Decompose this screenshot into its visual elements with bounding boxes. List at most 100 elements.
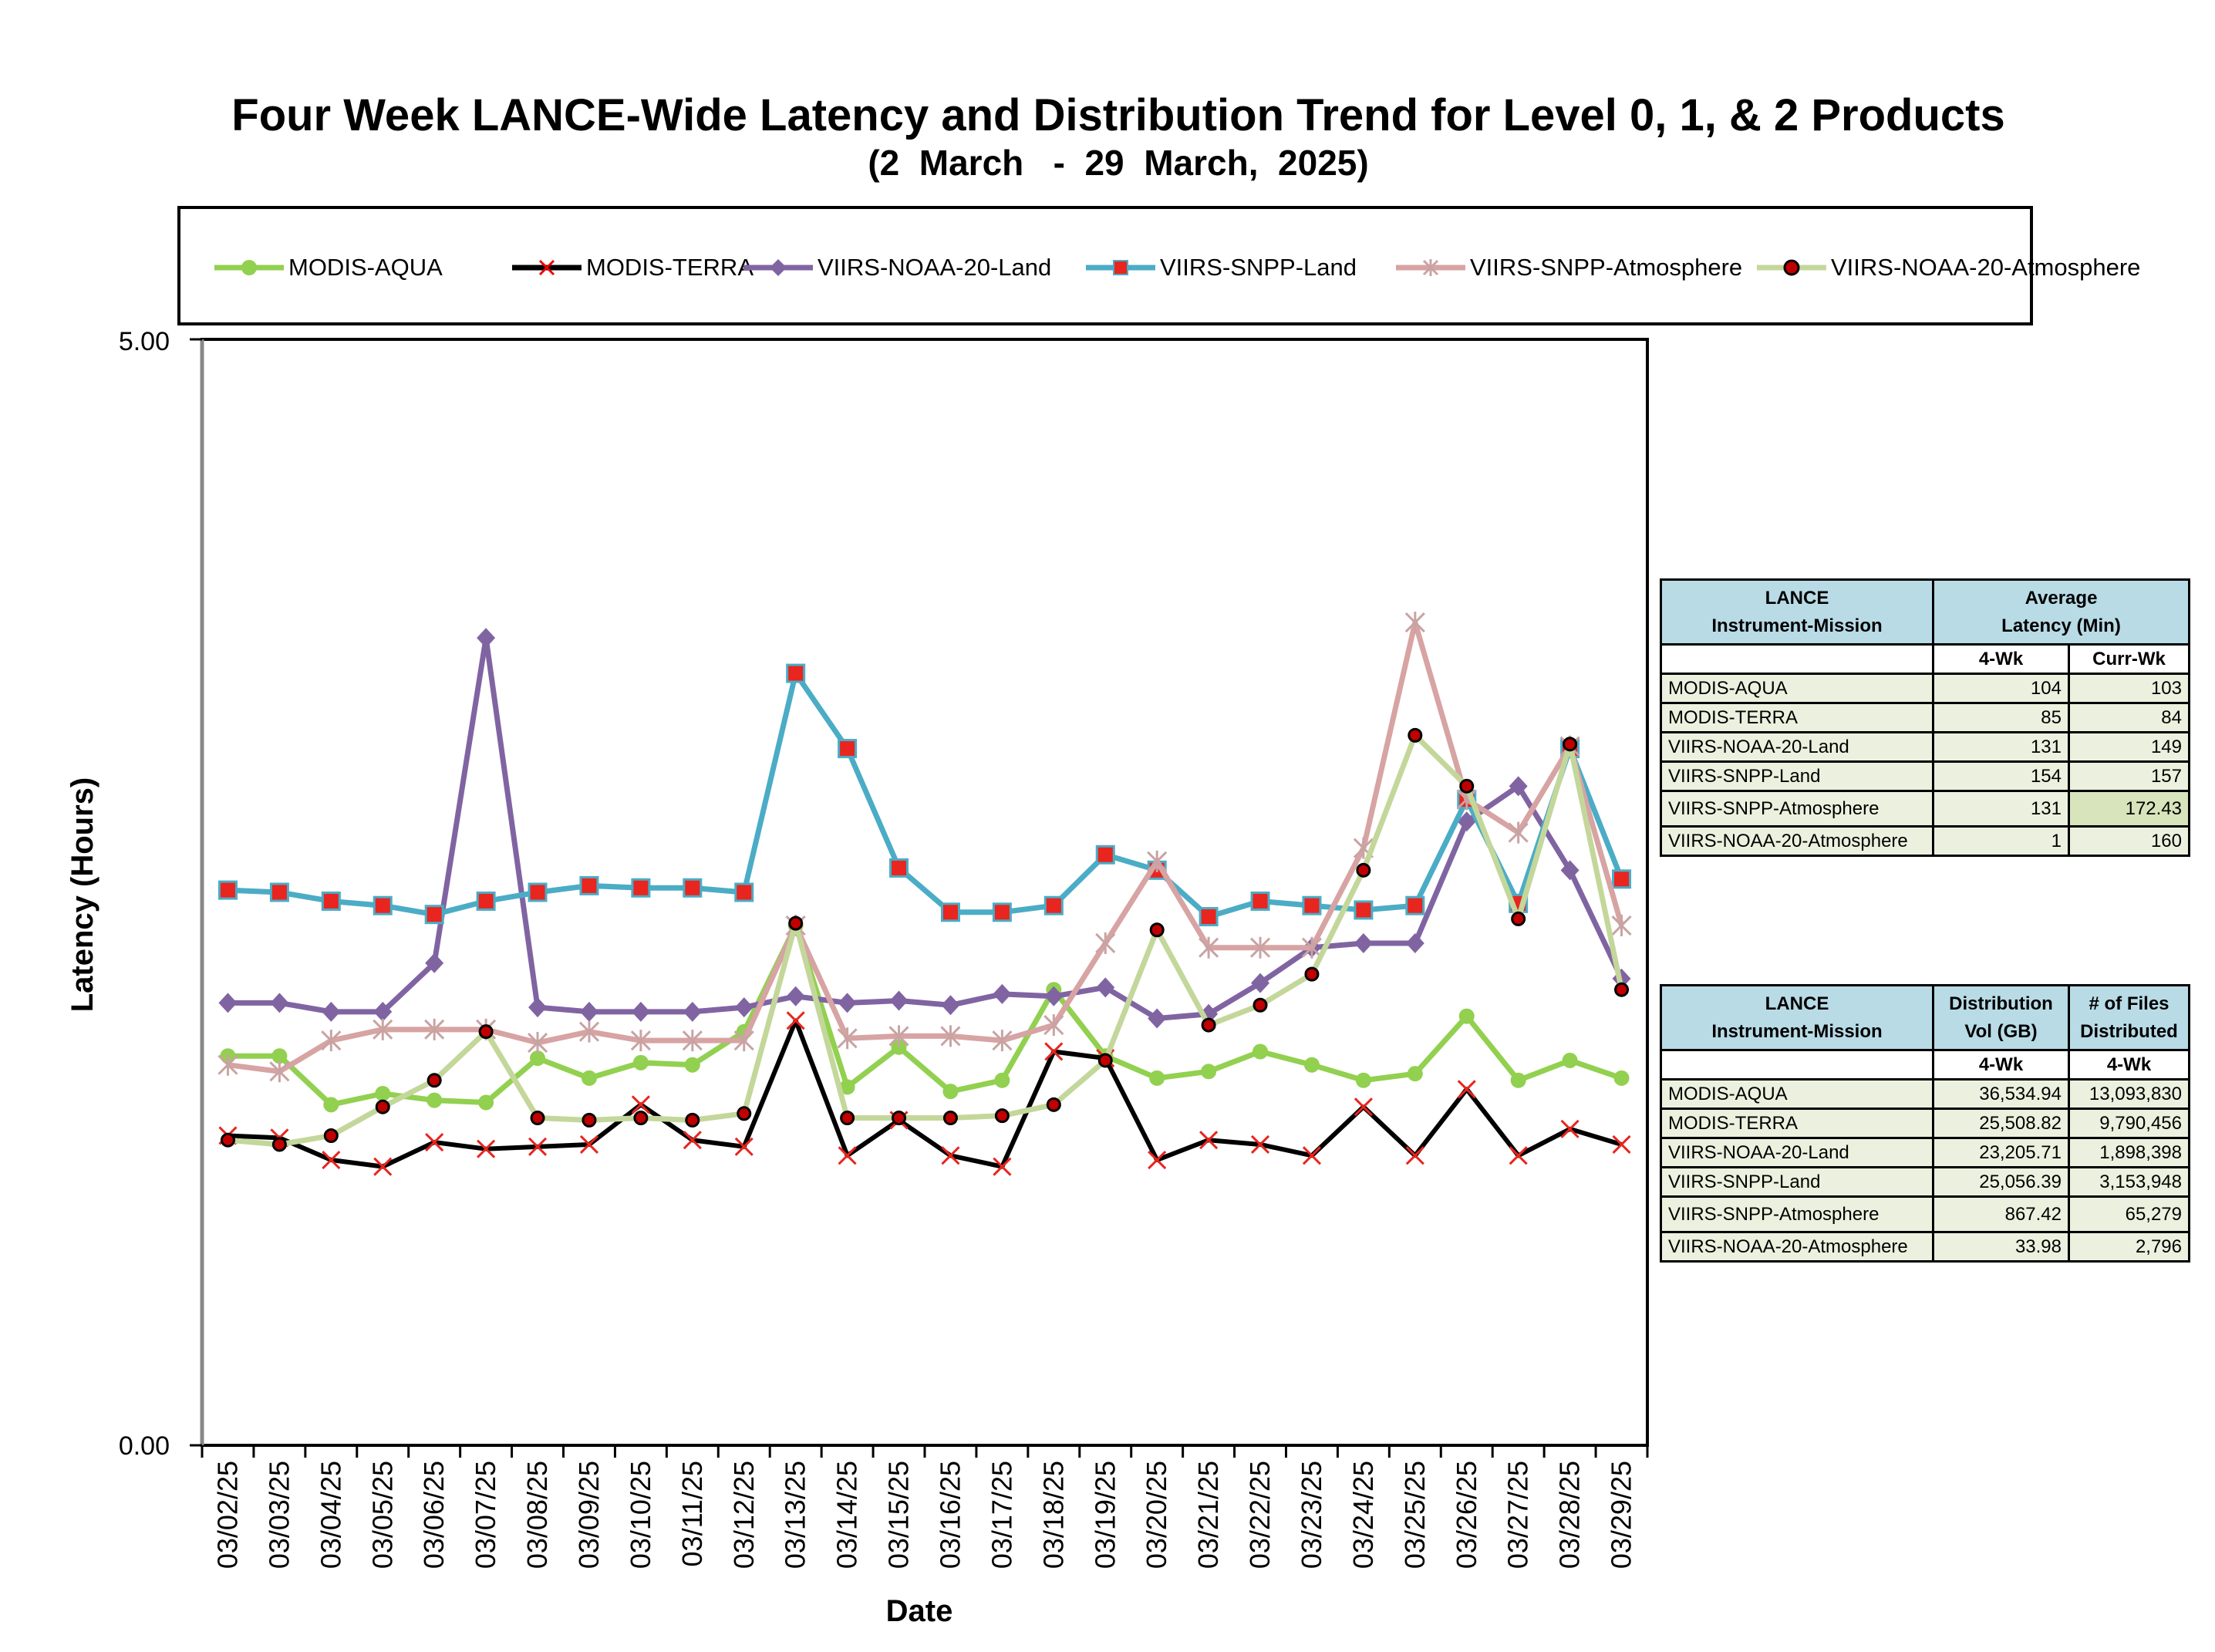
data-point [321,891,341,911]
x-tick-label: 03/05/25 [366,1461,398,1569]
latency-table-sub-currwk: Curr-Wk [2068,643,2190,675]
data-point [323,1128,339,1143]
x-tick-label: 03/10/25 [625,1461,656,1569]
dist-table-sub-vol: 4-Wk [1932,1049,2070,1081]
row-currwk: 160 [2068,825,2190,857]
data-point [1405,932,1424,953]
data-point [1614,982,1630,997]
data-point [1201,1064,1217,1080]
distribution-table: LANCE Instrument-Mission Distribution Vo… [1660,984,2190,1263]
x-tick-label: 03/28/25 [1554,1461,1586,1569]
data-point [581,1070,597,1086]
series-line [228,922,1623,1108]
data-point [1354,1097,1373,1117]
data-point [269,1060,290,1083]
data-point [941,1146,960,1165]
x-tick-label: 03/26/25 [1451,1461,1482,1569]
row-name: VIIRS-SNPP-Atmosphere [1660,1195,1934,1233]
table-row: MODIS-AQUA 104 103 [1660,673,2190,704]
data-point [631,1095,650,1114]
x-tick-label: 03/08/25 [521,1461,553,1569]
data-point [888,1025,909,1047]
data-point [733,1030,754,1052]
data-point [889,990,909,1011]
data-point [375,1099,390,1114]
data-point [683,878,703,898]
x-tick-label: 03/22/25 [1244,1461,1276,1569]
legend-item-modis-aqua: MODIS-AQUA [214,252,443,283]
dist-table-blank [1660,1049,1934,1081]
legend-label: VIIRS-NOAA-20-Land [818,254,1052,281]
table-row: VIIRS-NOAA-20-Land 131 149 [1660,731,2190,763]
data-point [1044,986,1064,1006]
data-point [631,878,651,898]
data-point [1251,973,1270,993]
series-line [228,1018,1623,1169]
data-point [1149,1070,1165,1086]
data-point [685,1112,700,1128]
data-point [1250,891,1270,911]
data-point [1046,1097,1061,1112]
row-name: MODIS-AQUA [1660,1078,1934,1110]
data-point [1508,821,1529,844]
data-point [1457,1080,1476,1099]
series-modis-aqua [220,918,1630,1113]
data-point [737,1106,752,1121]
data-point [1199,1131,1219,1150]
series-viirs-snpp-land [217,663,1632,927]
row-vol: 25,056.39 [1932,1166,2070,1198]
data-point [1149,922,1165,938]
data-point [993,983,1012,1004]
data-point [1249,936,1271,959]
row-files: 9,790,456 [2068,1108,2190,1139]
data-point [941,995,960,1016]
data-point [527,1032,548,1054]
data-point [1612,869,1632,889]
dist-table-header-files: # of Files Distributed [2068,984,2190,1051]
legend-item-viirs-snpp-land: VIIRS-SNPP-Land [1086,252,1357,283]
row-currwk: 172.43 [2068,790,2190,828]
latency-table-blank [1660,643,1934,675]
data-point [1097,1053,1113,1068]
data-point [683,1001,702,1022]
x-tick-label: 03/19/25 [1089,1461,1121,1569]
dist-table-header-volume: Distribution Vol (GB) [1932,984,2070,1051]
data-point [994,1108,1010,1124]
data-point [217,1054,238,1076]
data-point [1095,845,1115,865]
x-tick-label: 03/03/25 [263,1461,295,1569]
x-tick-label: 03/11/25 [676,1461,708,1566]
data-point [271,1137,287,1152]
x-tick-label: 03/27/25 [1502,1461,1534,1569]
data-point [373,1157,393,1176]
x-tick-label: 03/21/25 [1192,1461,1224,1569]
data-point [992,1030,1013,1052]
data-point [477,1139,496,1158]
data-point [1356,862,1371,878]
table-row: MODIS-AQUA 36,534.94 13,093,830 [1660,1078,2190,1110]
data-point [220,1132,235,1148]
data-point [682,1030,703,1052]
x-tick-labels: 03/02/25 03/03/25 03/04/25 03/05/25 03/06/25… [211,1461,1637,1569]
data-point [993,1157,1012,1176]
x-tick-label: 03/02/25 [211,1461,243,1569]
row-files: 2,796 [2068,1231,2190,1263]
row-files: 65,279 [2068,1195,2190,1233]
data-point [1509,1146,1528,1165]
data-point [322,1001,341,1022]
x-tick-label: 03/23/25 [1296,1461,1327,1569]
data-point [630,1030,651,1052]
data-point [373,895,393,915]
data-point [992,902,1012,922]
row-name: VIIRS-NOAA-20-Atmosphere [1660,1231,1934,1263]
data-point [683,1131,702,1150]
row-vol: 36,534.94 [1932,1078,2070,1110]
data-point [1613,1070,1630,1086]
data-point [1560,1119,1579,1138]
data-point [940,902,960,922]
data-point [1611,915,1632,937]
row-name: MODIS-TERRA [1660,1108,1934,1139]
chart-title: Four Week LANCE-Wide Latency and Distrib… [231,90,2005,140]
x-tick-label: 03/18/25 [1037,1461,1069,1569]
legend-label: VIIRS-NOAA-20-Atmosphere [1831,254,2141,281]
